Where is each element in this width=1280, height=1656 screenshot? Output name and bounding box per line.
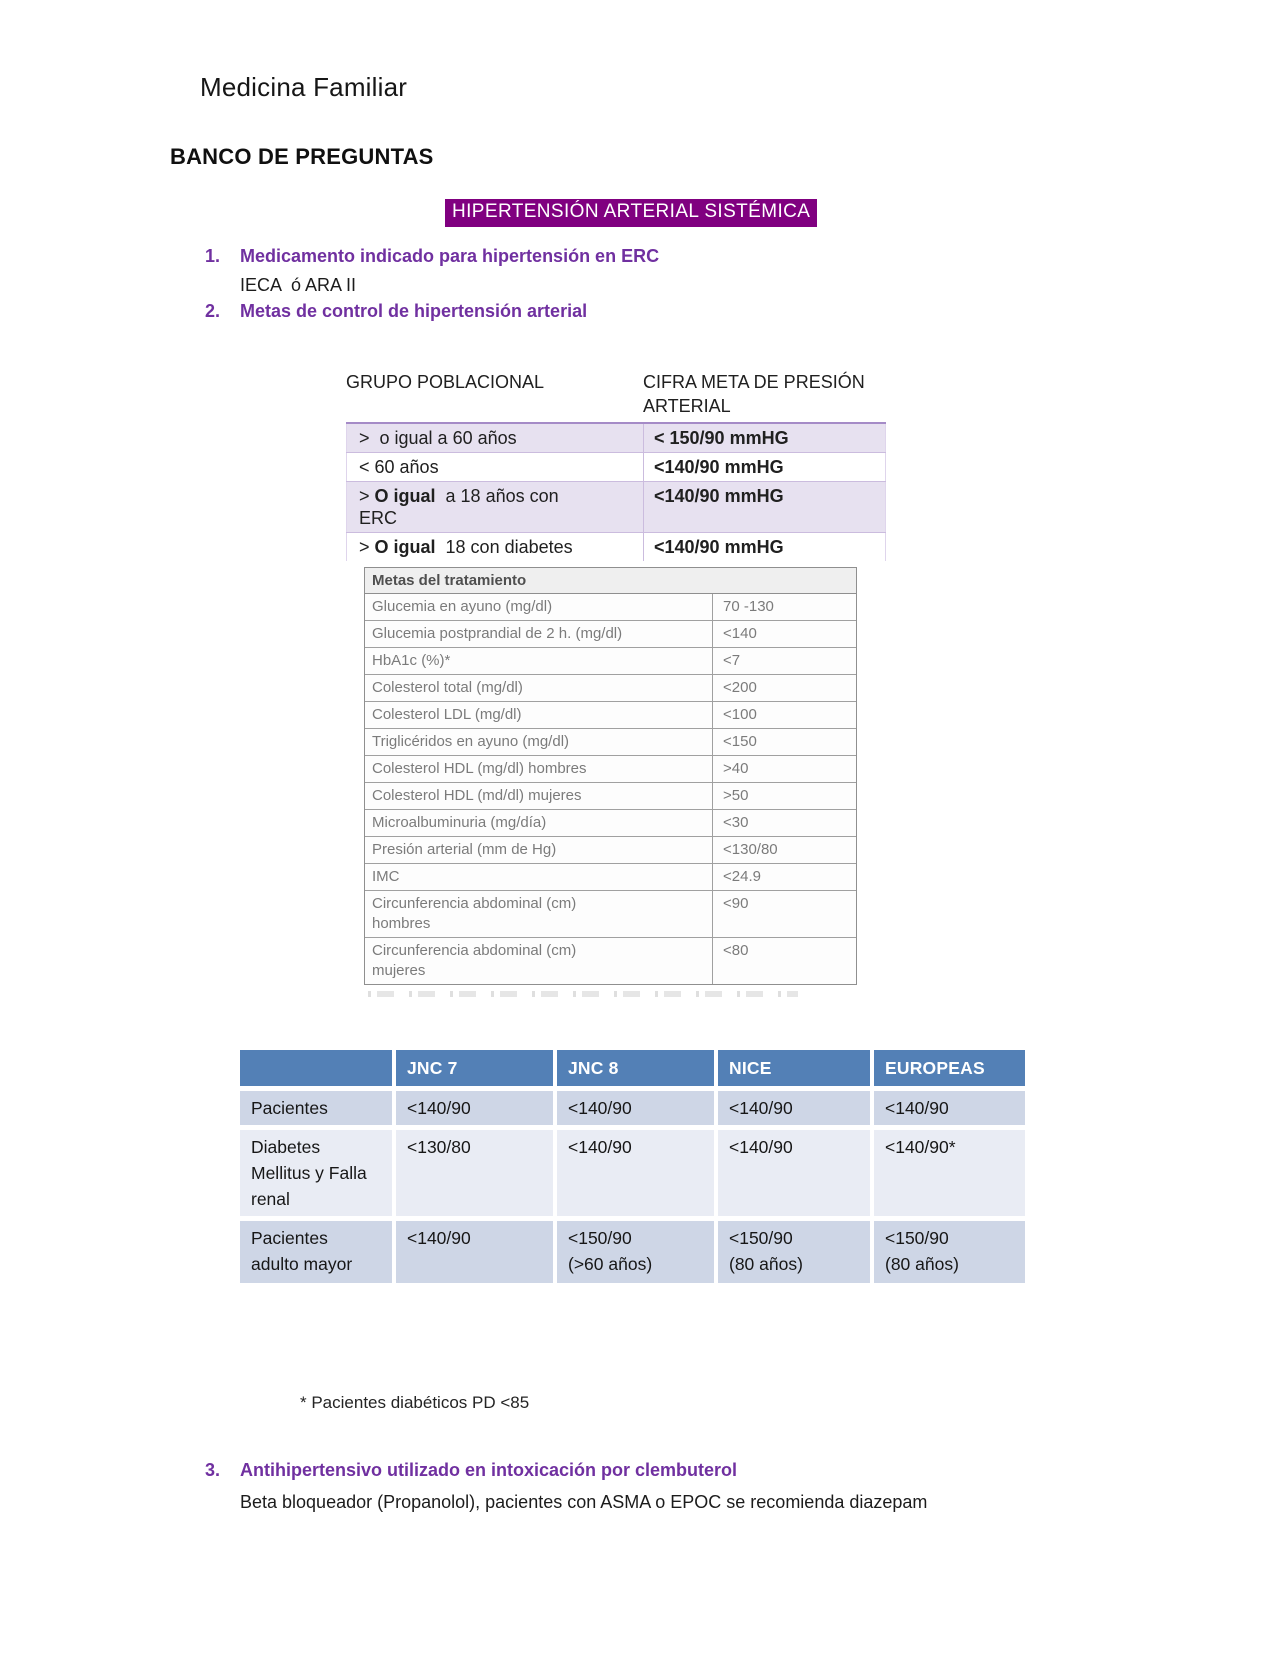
bp-goals-table-header: GRUPO POBLACIONAL CIFRA META DE PRESIÓN …: [346, 370, 886, 422]
treatment-goals-table: Metas del tratamiento Glucemia en ayuno …: [364, 567, 857, 985]
bp-goals-col-group: GRUPO POBLACIONAL: [346, 372, 545, 392]
table-row: Colesterol HDL (md/dl) mujeres >50: [365, 783, 856, 810]
table-row: Microalbuminuria (mg/día) <30: [365, 810, 856, 837]
question-3-number: 3.: [205, 1460, 221, 1480]
header-cell-jnc7: JNC 7: [396, 1050, 553, 1086]
table-row: Colesterol total (mg/dl) <200: [365, 675, 856, 702]
cropped-text-artifact: [368, 991, 798, 997]
table-row: Circunferencia abdominal (cm) mujeres <80: [365, 938, 856, 984]
header-cell-nice: NICE: [718, 1050, 870, 1086]
bp-goals-col-target: CIFRA META DE PRESIÓN ARTERIAL: [643, 372, 865, 416]
table-row: Glucemia en ayuno (mg/dl) 70 -130: [365, 594, 856, 621]
question-2-text: Metas de control de hipertensión arteria…: [240, 301, 588, 321]
bp-goals-table: GRUPO POBLACIONAL CIFRA META DE PRESIÓN …: [346, 370, 886, 561]
diabetics-footnote: * Pacientes diabéticos PD <85: [300, 1393, 530, 1412]
header-cell-empty: [240, 1050, 392, 1086]
section-title: BANCO DE PREGUNTAS: [170, 144, 434, 169]
guidelines-comparison-table: JNC 7 JNC 8 NICE EUROPEAS Pacientes <140…: [240, 1050, 1025, 1283]
question-1: 1. Medicamento indicado para hipertensió…: [205, 246, 659, 267]
header-cell-jnc8: JNC 8: [557, 1050, 714, 1086]
guidelines-table-body: Pacientes <140/90 <140/90 <140/90 <140/9…: [240, 1091, 1025, 1283]
answer-1: IECA ó ARA II: [240, 275, 357, 295]
question-1-number: 1.: [205, 246, 221, 266]
table-row: < 60 años <140/90 mmHG: [346, 453, 886, 482]
table-row: > O igual 18 con diabetes <140/90 mmHG: [346, 533, 886, 561]
table-row: Triglicéridos en ayuno (mg/dl) <150: [365, 729, 856, 756]
table-row: Diabetes Mellitus y Falla renal <130/80 …: [240, 1130, 1025, 1216]
document-header: Medicina Familiar: [200, 72, 408, 102]
table-row: > o igual a 60 años < 150/90 mmHG: [346, 424, 886, 453]
table-row: Presión arterial (mm de Hg) <130/80: [365, 837, 856, 864]
table-row: IMC <24.9: [365, 864, 856, 891]
question-2: 2. Metas de control de hipertensión arte…: [205, 301, 587, 322]
table-row: Circunferencia abdominal (cm) hombres <90: [365, 891, 856, 938]
question-1-text: Medicamento indicado para hipertensión e…: [240, 246, 660, 266]
table-row: Glucemia postprandial de 2 h. (mg/dl) <14…: [365, 621, 856, 648]
treatment-goals-table-title: Metas del tratamiento: [365, 568, 856, 594]
table-row: Pacientes adulto mayor <140/90 <150/90 (…: [240, 1221, 1025, 1283]
question-2-number: 2.: [205, 301, 221, 321]
question-3-text: Antihipertensivo utilizado en intoxicaci…: [240, 1460, 738, 1480]
question-3: 3. Antihipertensivo utilizado en intoxic…: [205, 1460, 737, 1481]
bp-goals-table-body: > o igual a 60 años < 150/90 mmHG < 60 a…: [346, 422, 886, 561]
header-cell-europeas: EUROPEAS: [874, 1050, 1025, 1086]
table-row: > O igual a 18 años con ERC <140/90 mmHG: [346, 482, 886, 533]
guidelines-table-header: JNC 7 JNC 8 NICE EUROPEAS: [240, 1050, 1025, 1086]
table-row: Colesterol HDL (mg/dl) hombres >40: [365, 756, 856, 783]
table-row: Colesterol LDL (mg/dl) <100: [365, 702, 856, 729]
table-row: HbA1c (%)* <7: [365, 648, 856, 675]
topic-title-highlighted: HIPERTENSIÓN ARTERIAL SISTÉMICA: [445, 199, 818, 227]
table-row: Pacientes <140/90 <140/90 <140/90 <140/9…: [240, 1091, 1025, 1125]
answer-3: Beta bloqueador (Propanolol), pacientes …: [240, 1492, 928, 1512]
